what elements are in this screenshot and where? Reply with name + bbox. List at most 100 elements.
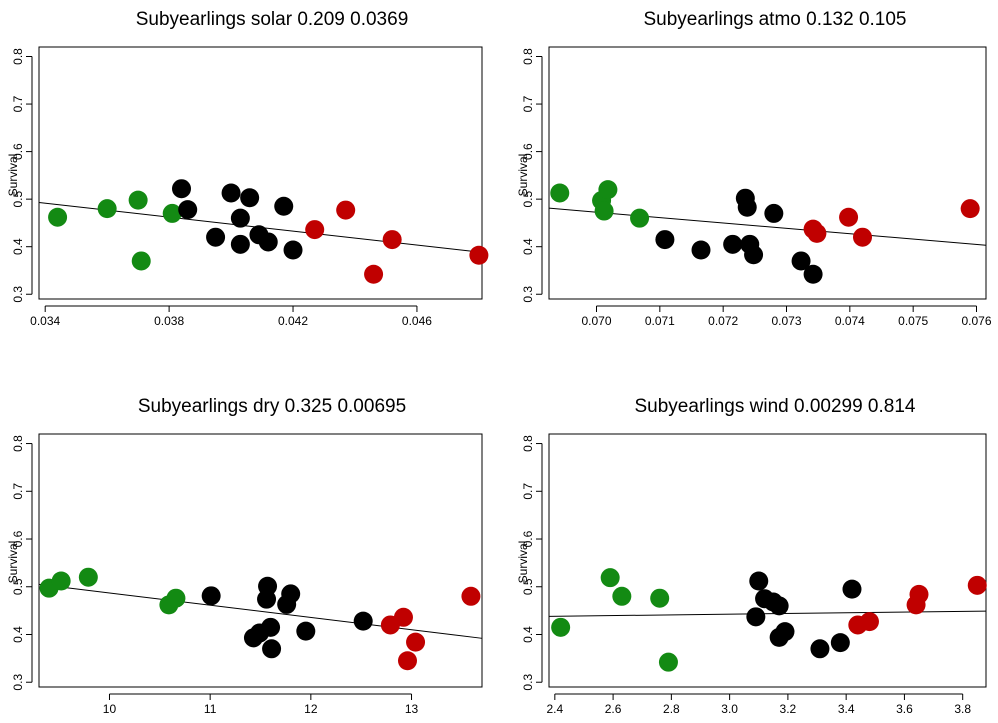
data-point [551,617,571,637]
y-tick-label: 0.4 [521,626,535,643]
data-point [261,617,281,637]
data-point [258,576,278,596]
data-point [775,622,795,642]
plot-marks: 2.4 2.6 2.8 3.0 3.2 3.4 3.6 3.8 0.3 0.4 0.5 0.6 0.7 0… [521,435,987,716]
x-tick-label: 0.073 [771,314,801,328]
data-point [406,632,426,652]
x-tick-label: 3.2 [780,702,797,716]
x-tick-label: 11 [204,702,217,716]
data-point [78,567,98,587]
y-tick-label: 0.7 [11,483,25,500]
y-tick-label: 0.3 [521,674,535,691]
y-tick-label: 0.5 [11,578,25,595]
x-tick-label: 0.072 [708,314,738,328]
x-tick-label: 10 [103,702,117,716]
data-point [612,586,632,606]
x-tick-label: 12 [304,702,318,716]
y-tick-label: 0.3 [11,286,25,303]
x-tick-label: 3.6 [896,702,913,716]
y-tick-label: 0.8 [521,48,535,65]
y-tick-label: 0.8 [11,48,25,65]
data-point [240,188,260,208]
y-tick-label: 0.5 [11,190,25,207]
y-tick-label: 0.6 [521,530,535,547]
data-point [630,208,650,228]
panel-title: Subyearlings atmo 0.132 0.105 [643,9,906,30]
data-point [594,201,614,221]
y-tick-label: 0.7 [521,483,535,500]
y-axis-label: Survival [6,541,20,584]
data-point [262,639,282,659]
x-tick-label: 0.074 [835,314,865,328]
data-point [51,571,71,591]
x-tick-label: 2.8 [663,702,680,716]
data-point [172,179,192,199]
y-tick-label: 0.3 [11,674,25,691]
panel-title: Subyearlings solar 0.209 0.0369 [136,9,409,30]
data-point [598,180,618,200]
data-point [909,584,929,604]
data-point [764,203,784,223]
y-axis-label: Survival [516,154,530,197]
data-point [807,223,827,243]
data-point [960,199,980,219]
x-tick-label: 3.4 [838,702,855,716]
x-tick-label: 0.076 [961,314,991,328]
y-tick-label: 0.4 [521,238,535,255]
data-point [830,633,850,653]
data-point [201,586,221,606]
data-point [258,232,278,252]
data-point [859,612,879,632]
plot-frame [548,46,987,300]
data-point [791,251,811,271]
x-tick-label: 0.075 [898,314,928,328]
data-point [283,240,303,260]
x-tick-label: 3.0 [721,702,738,716]
x-tick-label: 13 [405,702,419,716]
data-point [803,264,823,284]
panel-atmo: Subyearlings atmo 0.132 0.105 Survival 0… [516,9,992,328]
data-point [744,245,764,265]
data-point [769,596,789,616]
y-tick-label: 0.3 [521,286,535,303]
plot-frame [38,46,483,300]
data-point [461,586,481,606]
data-point [967,575,987,595]
x-tick-label: 3.8 [954,702,971,716]
y-tick-label: 0.8 [11,435,25,452]
data-point [206,227,226,247]
y-tick-label: 0.4 [11,626,25,643]
y-axis-label: Survival [6,154,20,197]
data-point [230,234,250,254]
plot-frame [548,433,987,688]
data-point [296,621,316,641]
data-point [128,190,148,210]
data-point [336,200,356,220]
x-tick-label: 0.070 [581,314,611,328]
data-point [221,183,241,203]
data-point [550,183,570,203]
data-point [364,264,384,284]
panel-wind: Subyearlings wind 0.00299 0.814 Survival… [516,396,987,716]
panel-solar: Subyearlings solar 0.209 0.0369 Survival… [6,9,489,328]
x-tick-label: 0.071 [645,314,675,328]
data-point [166,588,186,608]
plot-marks: 0.034 0.038 0.042 0.046 0.3 0.4 0.5 0.6 0.7 0.8 [11,48,489,328]
panel-title: Subyearlings wind 0.00299 0.814 [635,396,916,417]
data-point [353,611,373,631]
data-point [842,579,862,599]
data-point [131,251,151,271]
data-point [600,568,620,588]
data-point [178,200,198,220]
y-axis-label: Survival [516,541,530,584]
data-point [230,208,250,228]
data-point [97,199,117,219]
y-tick-label: 0.4 [11,238,25,255]
data-point [650,588,670,608]
data-point [382,230,402,250]
x-tick-label: 0.042 [278,314,308,328]
plot-marks: 0.070 0.071 0.072 0.073 0.074 0.075 0.076 0.3 0.… [521,48,992,328]
data-point [810,639,830,659]
fit-line [38,583,483,639]
